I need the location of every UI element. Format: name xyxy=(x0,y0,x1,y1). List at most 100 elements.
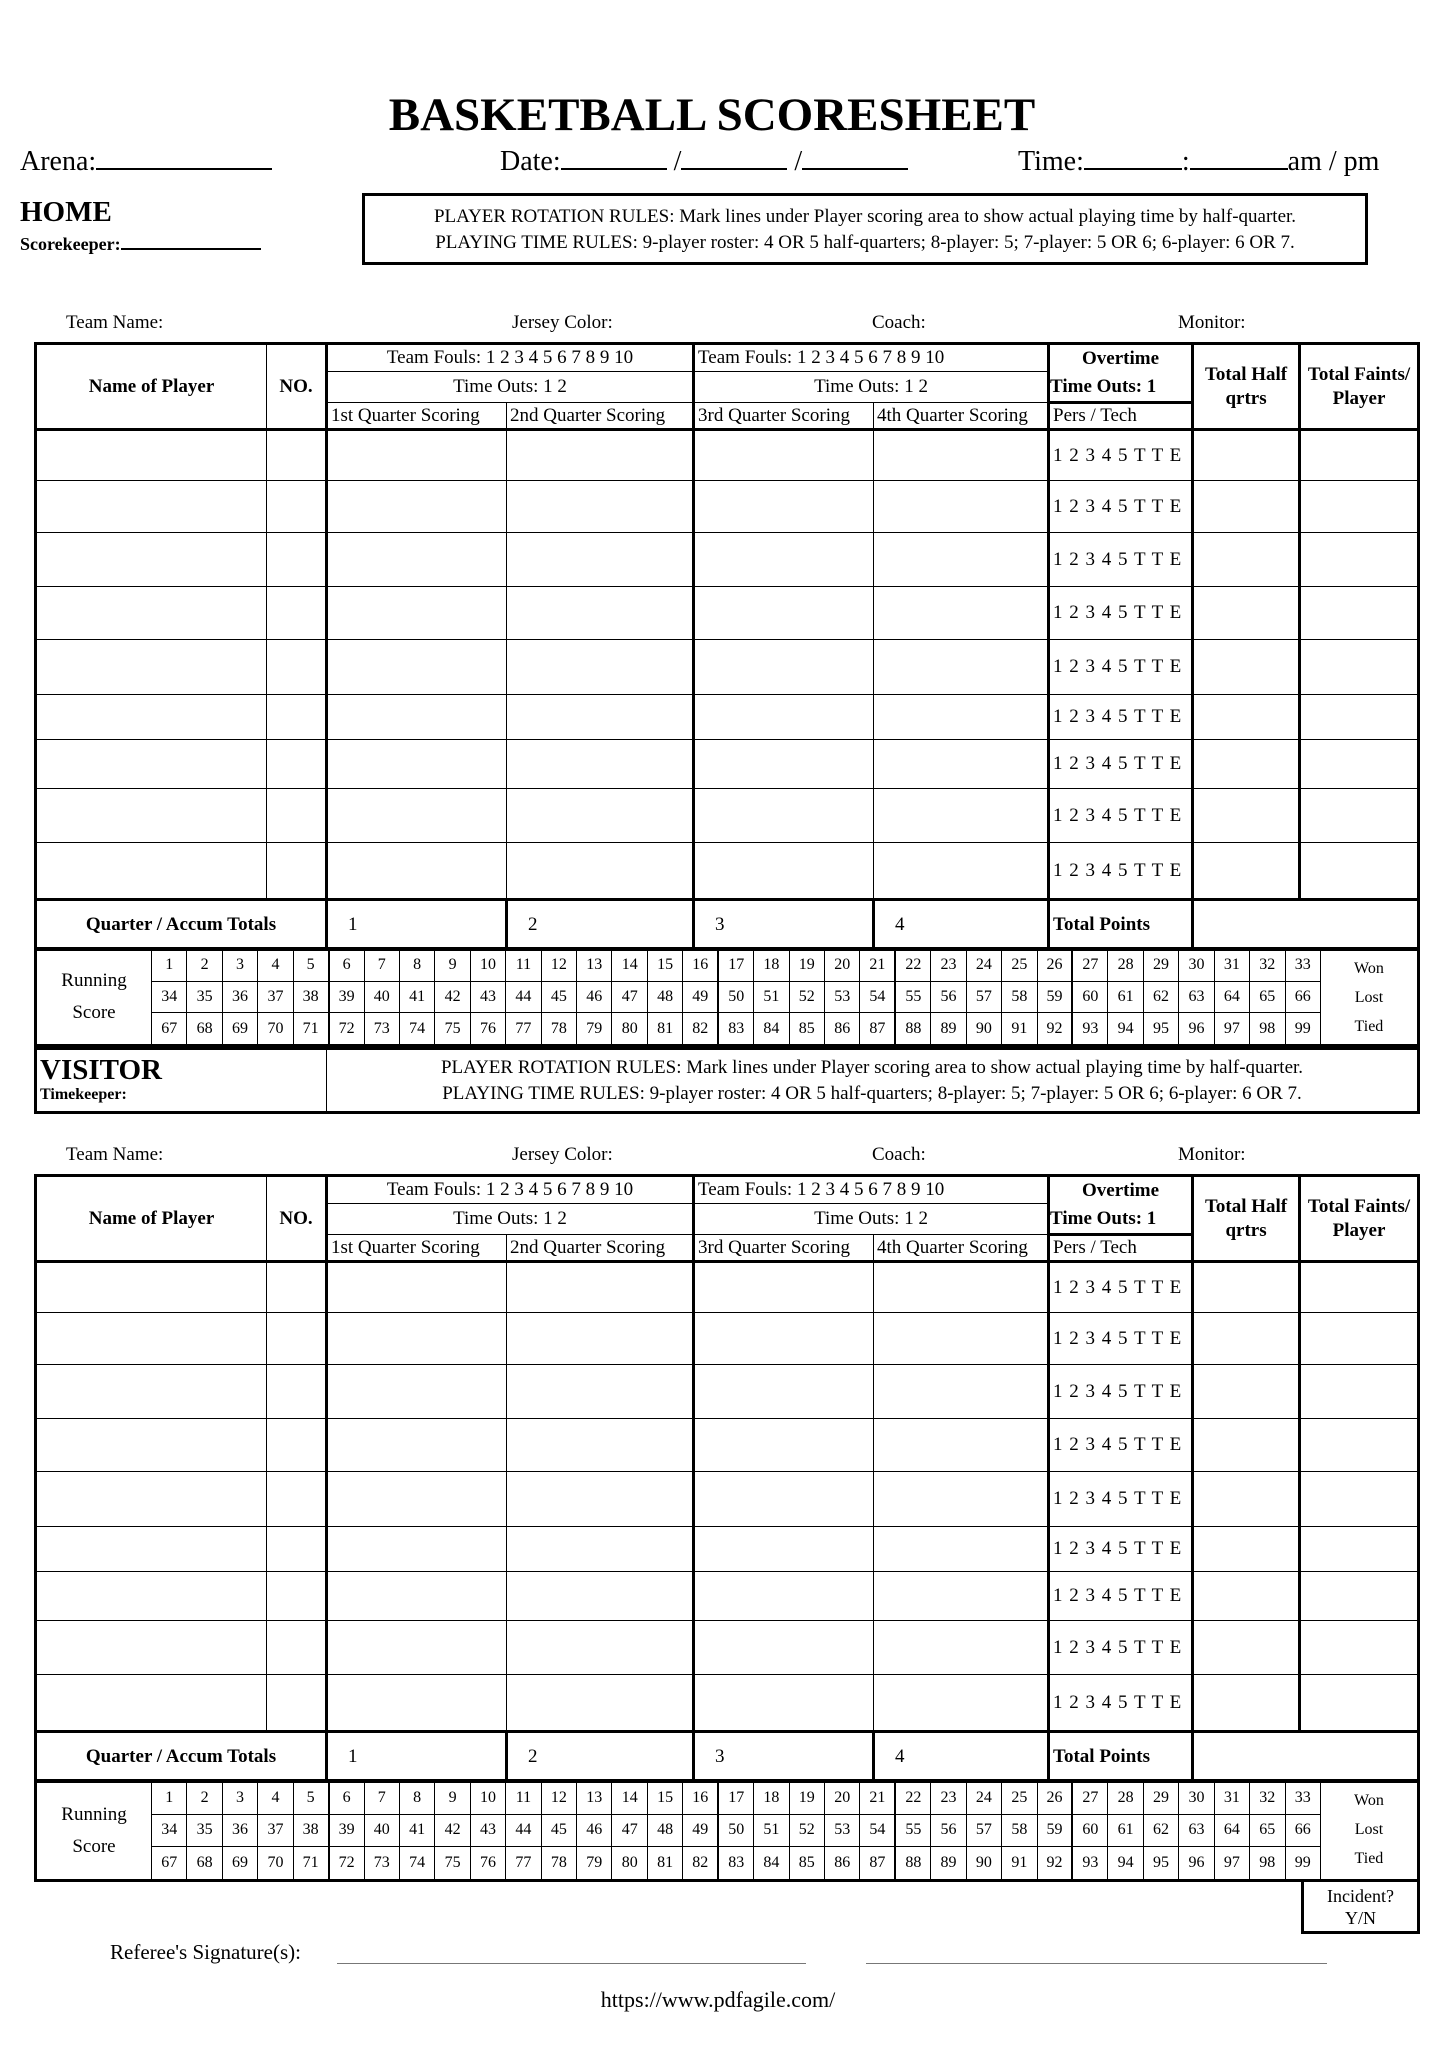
player-q3-cell[interactable] xyxy=(693,429,875,481)
player-total-half-cell[interactable] xyxy=(1192,842,1302,901)
player-total-half-cell[interactable] xyxy=(1192,739,1302,789)
player-q4-cell[interactable] xyxy=(873,1418,1051,1472)
player-fouls-cell[interactable]: 1 2 3 4 5 T T E xyxy=(1048,1674,1195,1733)
running-score-cell[interactable]: 42 xyxy=(434,980,471,1014)
running-score-cell[interactable]: 67 xyxy=(150,1012,188,1046)
player-q3-cell[interactable] xyxy=(693,788,875,843)
running-score-cell[interactable]: 1 xyxy=(150,1780,188,1815)
running-score-cell[interactable]: 5 xyxy=(292,1780,330,1815)
running-score-cell[interactable]: 84 xyxy=(753,1012,790,1046)
running-score-cell[interactable]: 60 xyxy=(1071,1813,1109,1848)
quarter-4-total[interactable]: 4 xyxy=(873,1731,1051,1782)
running-score-cell[interactable]: 98 xyxy=(1249,1846,1286,1881)
player-q2-cell[interactable] xyxy=(505,532,696,587)
player-q4-cell[interactable] xyxy=(873,1620,1051,1675)
running-score-cell[interactable]: 13 xyxy=(576,1780,613,1815)
player-fouls-cell[interactable]: 1 2 3 4 5 T T E xyxy=(1048,1312,1195,1365)
running-score-cell[interactable]: 97 xyxy=(1213,1846,1251,1881)
running-score-cell[interactable]: 37 xyxy=(257,1813,294,1848)
player-name-cell[interactable] xyxy=(35,1471,267,1527)
player-number-cell[interactable] xyxy=(266,586,328,640)
running-score-cell[interactable]: 10 xyxy=(469,948,507,982)
team-fouls-second-half[interactable]: Team Fouls: 1 2 3 4 5 6 7 8 9 10 xyxy=(693,1174,1051,1205)
player-q3-cell[interactable] xyxy=(693,1364,875,1419)
running-score-cell[interactable]: 58 xyxy=(1001,980,1038,1014)
running-score-cell[interactable]: 55 xyxy=(894,980,932,1014)
running-score-cell[interactable]: 86 xyxy=(824,1846,861,1881)
running-score-cell[interactable]: 22 xyxy=(894,1780,932,1815)
quarter-3-total[interactable]: 3 xyxy=(693,1731,876,1782)
player-total-half-cell[interactable] xyxy=(1192,1471,1302,1527)
player-total-faints-cell[interactable] xyxy=(1299,429,1420,481)
player-total-half-cell[interactable] xyxy=(1192,1674,1302,1733)
player-q3-cell[interactable] xyxy=(693,842,875,901)
running-score-cell[interactable]: 96 xyxy=(1178,1012,1215,1046)
running-score-cell[interactable]: 28 xyxy=(1107,1780,1144,1815)
player-name-cell[interactable] xyxy=(35,1364,267,1419)
running-score-cell[interactable]: 32 xyxy=(1249,1780,1286,1815)
total-points-value[interactable] xyxy=(1192,899,1420,950)
running-score-cell[interactable]: 16 xyxy=(682,1780,720,1815)
player-q1-cell[interactable] xyxy=(326,532,507,587)
running-score-cell[interactable]: 95 xyxy=(1142,1012,1180,1046)
player-q4-cell[interactable] xyxy=(873,1526,1051,1572)
quarter-4-total[interactable]: 4 xyxy=(873,899,1051,950)
player-q3-cell[interactable] xyxy=(693,586,875,640)
running-score-cell[interactable]: 82 xyxy=(682,1846,720,1881)
incident-box[interactable]: Incident? Y/N xyxy=(1301,1882,1420,1934)
running-score-cell[interactable]: 34 xyxy=(150,980,188,1014)
running-score-cell[interactable]: 48 xyxy=(646,980,684,1014)
player-fouls-cell[interactable]: 1 2 3 4 5 T T E xyxy=(1048,694,1195,740)
player-total-faints-cell[interactable] xyxy=(1299,1674,1420,1733)
running-score-cell[interactable]: 59 xyxy=(1036,980,1074,1014)
player-q1-cell[interactable] xyxy=(326,739,507,789)
player-q1-cell[interactable] xyxy=(326,788,507,843)
player-total-faints-cell[interactable] xyxy=(1299,639,1420,695)
player-fouls-cell[interactable]: 1 2 3 4 5 T T E xyxy=(1048,480,1195,533)
player-q3-cell[interactable] xyxy=(693,1312,875,1365)
running-score-cell[interactable]: 17 xyxy=(717,948,755,982)
time-outs-first-half[interactable]: Time Outs: 1 2 xyxy=(325,371,696,403)
running-score-cell[interactable]: 93 xyxy=(1071,1846,1109,1881)
player-total-half-cell[interactable] xyxy=(1192,1418,1302,1472)
result-won[interactable]: Won xyxy=(1354,960,1384,977)
player-q4-cell[interactable] xyxy=(873,842,1051,901)
player-number-cell[interactable] xyxy=(266,739,328,789)
player-q1-cell[interactable] xyxy=(326,639,507,695)
player-total-half-cell[interactable] xyxy=(1192,694,1302,740)
player-q3-cell[interactable] xyxy=(693,739,875,789)
running-score-cell[interactable]: 65 xyxy=(1249,980,1286,1014)
running-score-cell[interactable]: 9 xyxy=(434,948,471,982)
player-name-cell[interactable] xyxy=(35,1418,267,1472)
running-score-cell[interactable]: 76 xyxy=(469,1012,507,1046)
running-score-cell[interactable]: 23 xyxy=(930,1780,967,1815)
running-score-cell[interactable]: 25 xyxy=(1001,948,1038,982)
running-score-cell[interactable]: 27 xyxy=(1071,1780,1109,1815)
running-score-cell[interactable]: 29 xyxy=(1142,948,1180,982)
running-score-cell[interactable]: 36 xyxy=(221,1813,259,1848)
running-score-cell[interactable]: 38 xyxy=(292,1813,330,1848)
running-score-cell[interactable]: 79 xyxy=(576,1012,613,1046)
player-q3-cell[interactable] xyxy=(693,1620,875,1675)
result-won[interactable]: Won xyxy=(1354,1792,1384,1809)
running-score-cell[interactable]: 80 xyxy=(611,1012,648,1046)
player-q3-cell[interactable] xyxy=(693,1526,875,1572)
running-score-cell[interactable]: 41 xyxy=(398,980,436,1014)
running-score-cell[interactable]: 92 xyxy=(1036,1846,1074,1881)
team-fouls-first-half[interactable]: Team Fouls: 1 2 3 4 5 6 7 8 9 10 xyxy=(325,342,696,373)
running-score-cell[interactable]: 58 xyxy=(1001,1813,1038,1848)
running-score-cell[interactable]: 75 xyxy=(434,1012,471,1046)
running-score-cell[interactable]: 38 xyxy=(292,980,330,1014)
running-score-cell[interactable]: 70 xyxy=(257,1012,294,1046)
player-q2-cell[interactable] xyxy=(505,788,696,843)
running-score-cell[interactable]: 48 xyxy=(646,1813,684,1848)
player-fouls-cell[interactable]: 1 2 3 4 5 T T E xyxy=(1048,1364,1195,1419)
player-fouls-cell[interactable]: 1 2 3 4 5 T T E xyxy=(1048,788,1195,843)
running-score-cell[interactable]: 25 xyxy=(1001,1780,1038,1815)
running-score-cell[interactable]: 3 xyxy=(221,1780,259,1815)
running-score-cell[interactable]: 57 xyxy=(965,1813,1003,1848)
running-score-cell[interactable]: 97 xyxy=(1213,1012,1251,1046)
running-score-cell[interactable]: 70 xyxy=(257,1846,294,1881)
player-name-cell[interactable] xyxy=(35,1620,267,1675)
running-score-cell[interactable]: 24 xyxy=(965,1780,1003,1815)
